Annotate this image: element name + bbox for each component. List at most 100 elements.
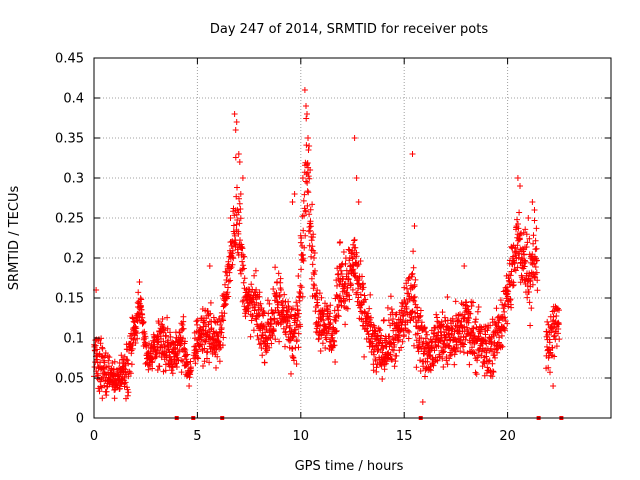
data-point	[517, 279, 524, 286]
data-point	[340, 249, 347, 255]
data-point	[99, 345, 106, 352]
data-point	[195, 355, 202, 362]
data-point	[522, 226, 529, 233]
data-point	[438, 332, 445, 339]
data-point	[521, 263, 528, 270]
data-point	[258, 345, 265, 351]
data-point	[194, 321, 201, 328]
data-point	[259, 323, 266, 330]
data-point	[526, 299, 533, 306]
data-point	[149, 365, 156, 372]
data-point	[227, 265, 234, 272]
data-point	[461, 263, 468, 269]
data-point	[507, 272, 514, 279]
data-point	[471, 350, 478, 357]
data-point	[342, 321, 349, 328]
data-point	[493, 305, 500, 312]
data-point	[236, 159, 243, 165]
data-point	[282, 343, 288, 350]
data-point	[533, 225, 540, 232]
data-point	[414, 310, 421, 317]
data-point	[466, 310, 473, 317]
data-point	[357, 258, 364, 264]
data-point	[462, 336, 469, 343]
data-point	[435, 343, 442, 349]
data-point	[475, 304, 482, 310]
data-point	[330, 342, 337, 349]
data-point	[351, 272, 358, 279]
data-point	[272, 336, 279, 343]
data-point	[320, 311, 327, 318]
data-point	[333, 328, 339, 335]
data-point	[501, 302, 508, 309]
data-point	[245, 308, 252, 315]
data-point	[528, 305, 535, 312]
data-point	[332, 359, 339, 365]
data-point	[218, 325, 225, 331]
data-point	[452, 322, 459, 329]
data-point	[411, 298, 418, 304]
y-tick-label: 0.05	[55, 372, 84, 387]
data-point	[289, 345, 296, 352]
data-point	[293, 361, 300, 367]
data-point	[441, 314, 448, 321]
data-point	[551, 332, 558, 339]
data-point	[510, 282, 517, 288]
data-point	[309, 201, 316, 208]
data-point	[349, 267, 356, 273]
data-point	[232, 127, 239, 133]
data-point	[222, 281, 228, 288]
data-point	[523, 244, 530, 250]
data-point	[473, 371, 480, 378]
axis-ticks	[93, 57, 611, 419]
data-point	[297, 323, 304, 330]
data-point	[311, 282, 318, 289]
data-point	[351, 236, 358, 243]
data-point	[387, 293, 394, 300]
data-point	[275, 270, 282, 277]
data-point	[296, 289, 303, 295]
data-point	[128, 361, 135, 368]
data-point	[313, 290, 320, 297]
data-point	[388, 306, 395, 313]
data-point	[252, 304, 259, 311]
data-point	[514, 242, 521, 249]
data-point	[225, 278, 232, 285]
data-point	[357, 291, 364, 298]
data-point	[238, 270, 244, 277]
data-point	[135, 289, 142, 296]
data-point	[263, 326, 270, 332]
data-point	[496, 317, 503, 324]
data-point	[278, 286, 284, 293]
data-point	[329, 334, 336, 341]
data-point	[490, 369, 497, 375]
data-point	[256, 312, 263, 318]
data-point	[149, 355, 156, 362]
data-point	[474, 308, 481, 315]
data-point	[289, 334, 296, 340]
data-point	[303, 103, 309, 109]
data-point	[225, 284, 231, 291]
data-point	[237, 206, 244, 212]
data-point	[134, 335, 141, 342]
data-point	[489, 373, 496, 380]
data-point	[335, 307, 342, 314]
data-point	[359, 273, 365, 280]
data-point	[553, 313, 560, 319]
data-point	[277, 275, 284, 282]
data-point	[168, 367, 175, 374]
data-point	[497, 297, 504, 304]
data-point	[401, 332, 407, 338]
data-point	[290, 333, 297, 340]
data-point	[317, 348, 324, 354]
data-point	[304, 161, 310, 168]
data-point	[548, 325, 555, 332]
data-point	[496, 334, 503, 341]
data-point	[215, 338, 222, 345]
data-point	[472, 316, 479, 323]
data-point	[524, 239, 531, 246]
data-point	[547, 369, 553, 376]
data-point	[93, 356, 100, 363]
data-point	[274, 319, 281, 326]
data-point	[515, 254, 522, 261]
